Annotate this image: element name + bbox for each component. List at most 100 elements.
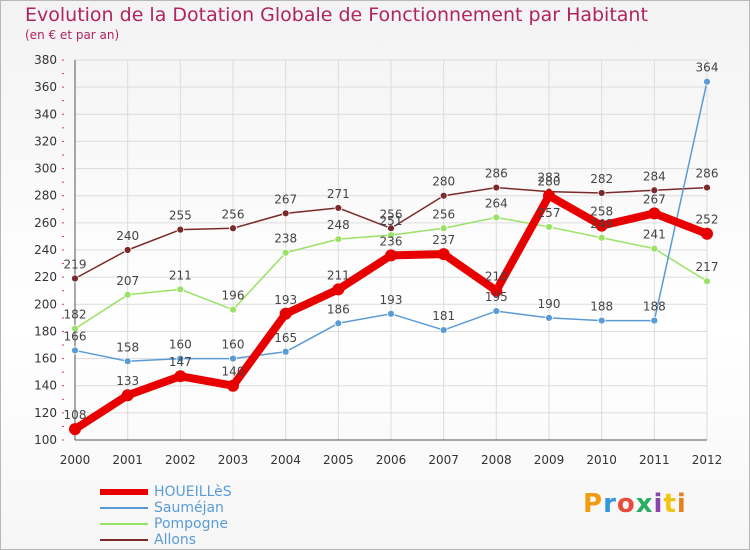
- data-point: [439, 326, 448, 334]
- data-point: [227, 379, 239, 392]
- data-label: 160: [169, 338, 192, 352]
- data-point: [281, 248, 290, 257]
- data-point: [703, 183, 711, 192]
- data-point: [703, 77, 711, 86]
- data-label: 108: [64, 408, 87, 422]
- legend-label-pompogne: Pompogne: [154, 516, 228, 532]
- logo-letter: i: [653, 489, 664, 519]
- x-tick-label: 2009: [534, 453, 565, 467]
- data-label: 195: [485, 290, 508, 304]
- data-point: [176, 354, 185, 363]
- y-tick-label: 220: [34, 270, 57, 284]
- data-point: [545, 313, 553, 322]
- data-label: 210: [485, 270, 508, 284]
- data-point: [121, 389, 134, 402]
- logo-letter: P: [583, 489, 604, 519]
- y-tick-label: 100: [34, 433, 57, 447]
- data-label: 280: [538, 175, 561, 189]
- data-point: [279, 307, 292, 320]
- data-point: [334, 204, 343, 212]
- x-tick-label: 2001: [112, 453, 143, 467]
- x-tick-label: 2011: [639, 453, 670, 467]
- data-label: 207: [116, 274, 139, 288]
- data-label: 251: [380, 214, 403, 228]
- data-label: 140: [222, 365, 245, 379]
- y-tick-label: 180: [34, 324, 57, 338]
- x-tick-label: 2007: [428, 453, 459, 467]
- data-point: [334, 235, 343, 244]
- x-tick-label: 2002: [165, 453, 196, 467]
- data-label: 286: [485, 167, 508, 181]
- data-point: [650, 186, 659, 195]
- legend-item-houeilles: HOUEILLèS: [100, 484, 300, 500]
- data-label: 237: [432, 233, 455, 247]
- data-label: 196: [222, 289, 245, 303]
- data-label: 190: [538, 297, 561, 311]
- data-point: [650, 244, 659, 253]
- data-point: [597, 189, 606, 197]
- data-label: 256: [432, 207, 455, 221]
- y-tick-label: 240: [34, 243, 57, 257]
- legend-label-allons: Allons: [154, 532, 197, 548]
- data-label: 283: [538, 171, 561, 185]
- legend-label-saumejan: Sauméjan: [154, 500, 224, 516]
- data-label: 286: [696, 167, 719, 181]
- data-point: [543, 189, 555, 202]
- data-label: 182: [64, 308, 87, 322]
- data-label: 258: [590, 205, 613, 219]
- data-point: [385, 249, 397, 262]
- data-label: 236: [380, 234, 403, 248]
- data-point: [229, 354, 237, 363]
- y-tick-label: 280: [34, 189, 57, 203]
- data-point: [490, 284, 503, 297]
- logo-letter: r: [603, 489, 617, 519]
- x-tick-label: 2006: [376, 453, 407, 467]
- y-tick-label: 120: [34, 406, 57, 420]
- data-point: [176, 285, 185, 294]
- logo-letter: o: [616, 489, 636, 519]
- data-label: 257: [538, 206, 561, 220]
- data-label: 186: [327, 302, 350, 316]
- data-label: 181: [432, 309, 455, 323]
- chart-title: Evolution de la Dotation Globale de Fonc…: [25, 4, 648, 26]
- data-label: 158: [116, 340, 139, 354]
- data-label: 255: [169, 209, 192, 223]
- legend: HOUEILLèS Sauméjan Pompogne Allons: [100, 484, 300, 548]
- legend-item-allons: Allons: [100, 532, 300, 548]
- x-tick-label: 2010: [586, 453, 617, 467]
- x-tick-label: 2008: [481, 453, 512, 467]
- data-label: 267: [643, 192, 666, 206]
- chart-subtitle: (en € et par an): [25, 28, 120, 42]
- data-point: [229, 224, 237, 233]
- data-point: [595, 219, 608, 232]
- data-label: 193: [380, 293, 403, 307]
- data-label: 211: [327, 268, 350, 282]
- data-label: 264: [485, 196, 508, 210]
- x-tick-label: 2004: [270, 453, 301, 467]
- data-label: 166: [64, 329, 87, 343]
- data-point: [597, 316, 606, 325]
- data-point: [281, 209, 290, 218]
- legend-swatch-saumejan: [100, 507, 148, 509]
- data-point: [492, 183, 501, 192]
- data-label: 188: [643, 300, 666, 314]
- legend-item-pompogne: Pompogne: [100, 516, 300, 532]
- legend-label-houeilles: HOUEILLèS: [154, 484, 232, 500]
- data-label: 282: [590, 172, 613, 186]
- data-label: 280: [432, 175, 455, 189]
- legend-swatch-houeilles: [100, 489, 148, 495]
- proxiti-logo: Proxiti: [583, 489, 687, 519]
- data-label: 133: [116, 374, 139, 388]
- legend-swatch-pompogne: [100, 523, 148, 525]
- legend-swatch-allons: [100, 539, 148, 541]
- data-label: 248: [327, 218, 350, 232]
- data-point: [174, 370, 187, 383]
- data-label: 252: [696, 213, 719, 227]
- y-tick-label: 340: [34, 107, 57, 121]
- data-point: [281, 347, 290, 356]
- data-label: 147: [169, 355, 192, 369]
- data-point: [387, 309, 395, 318]
- data-label: 267: [274, 192, 297, 206]
- logo-letter: i: [676, 489, 687, 519]
